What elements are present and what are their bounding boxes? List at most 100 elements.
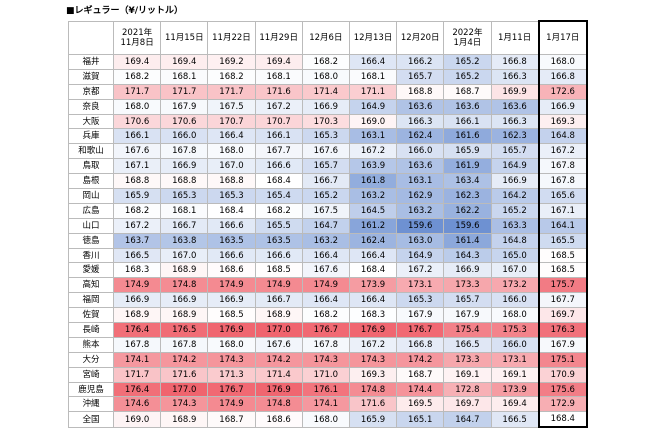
price-cell: 165.0 <box>490 247 540 264</box>
table-row: 熊本 167.8 167.8 168.0 167.6 167.8 167.2 166.8 166… <box>68 336 588 353</box>
region-name: 全国 <box>68 411 114 428</box>
region-name: 香川 <box>68 247 114 264</box>
price-cell: 167.2 <box>254 98 303 115</box>
price-cell: 165.9 <box>112 188 162 204</box>
price-cell: 171.7 <box>112 83 162 100</box>
price-cell: 166.3 <box>490 113 540 130</box>
price-cell: 166.1 <box>254 128 303 145</box>
price-cell: 169.7 <box>443 396 492 413</box>
price-cell: 166.0 <box>490 292 540 309</box>
table-row: 和歌山 167.6 167.8 168.0 167.7 167.6 167.2 166.0 16… <box>68 143 588 160</box>
price-cell: 170.7 <box>254 113 303 130</box>
price-cell: 174.1 <box>112 351 162 368</box>
price-cell: 166.8 <box>396 336 445 353</box>
price-cell: 175.1 <box>537 351 588 368</box>
price-cell: 167.2 <box>112 217 162 234</box>
price-cell: 171.7 <box>160 83 209 100</box>
price-cell: 168.3 <box>348 307 398 324</box>
price-cell: 169.4 <box>112 54 162 70</box>
price-cell: 168.8 <box>207 173 256 190</box>
price-cell: 168.1 <box>254 68 303 85</box>
price-cell: 177.0 <box>160 381 209 398</box>
price-cell: 167.8 <box>160 336 209 353</box>
table-row: 徳島 163.7 163.8 163.5 163.5 163.2 162.4 163.0 161… <box>68 232 588 249</box>
price-cell: 174.8 <box>348 381 398 398</box>
price-cell: 164.1 <box>537 217 588 234</box>
price-cell: 176.7 <box>207 381 256 398</box>
price-cell: 166.7 <box>160 217 209 234</box>
price-cell: 174.3 <box>160 396 209 413</box>
price-cell: 174.1 <box>301 396 350 413</box>
price-cell: 174.3 <box>348 351 398 368</box>
price-cell: 166.9 <box>490 173 540 190</box>
price-cell: 165.3 <box>207 188 256 204</box>
price-cell: 168.9 <box>254 307 303 324</box>
table-row: 滋賀 168.2 168.1 168.2 168.1 168.0 168.1 165.7 165… <box>68 68 588 85</box>
price-cell: 168.4 <box>207 202 256 219</box>
price-cell: 167.0 <box>490 262 540 279</box>
price-cell: 166.5 <box>112 247 162 264</box>
price-cell: 165.2 <box>490 202 540 219</box>
table-row: 福岡 166.9 166.9 166.9 166.7 166.4 166.4 165.3 165… <box>68 292 588 309</box>
price-cell: 169.1 <box>443 366 492 383</box>
price-cell: 167.2 <box>537 143 588 160</box>
price-cell: 165.7 <box>301 158 350 175</box>
price-cell: 166.9 <box>160 292 209 309</box>
price-cell: 164.7 <box>301 217 350 234</box>
price-cell: 167.2 <box>396 262 445 279</box>
price-cell: 164.5 <box>348 202 398 219</box>
price-cell: 166.9 <box>112 292 162 309</box>
price-cell: 163.5 <box>207 232 256 249</box>
price-cell: 168.1 <box>160 202 209 219</box>
header-row: 2021年 11月8日 11月15日 11月22日 11月29日 12月6日 12月13日… <box>68 20 588 55</box>
region-name: 高知 <box>68 277 114 294</box>
column-header: 1月17日 <box>537 20 588 55</box>
price-table: 2021年 11月8日 11月15日 11月22日 11月29日 12月6日 12月13日… <box>68 20 588 429</box>
price-cell: 171.1 <box>348 83 398 100</box>
price-cell: 174.4 <box>396 381 445 398</box>
price-cell: 174.2 <box>396 351 445 368</box>
price-cell: 166.5 <box>490 411 540 428</box>
price-cell: 168.4 <box>348 262 398 279</box>
price-cell: 177.0 <box>254 322 303 338</box>
region-name: 福岡 <box>68 292 114 309</box>
region-name: 大阪 <box>68 113 114 130</box>
price-cell: 169.4 <box>254 54 303 70</box>
price-cell: 169.3 <box>537 113 588 130</box>
price-cell: 166.4 <box>207 128 256 145</box>
price-cell: 163.3 <box>490 217 540 234</box>
price-cell: 168.3 <box>112 262 162 279</box>
price-cell: 168.8 <box>396 83 445 100</box>
table-row: 沖縄 174.6 174.3 174.9 174.8 174.1 171.6 169.5 169… <box>68 396 588 413</box>
price-cell: 168.5 <box>254 262 303 279</box>
price-cell: 169.1 <box>490 366 540 383</box>
price-cell: 168.2 <box>207 68 256 85</box>
price-cell: 170.6 <box>112 113 162 130</box>
price-cell: 176.9 <box>207 322 256 338</box>
region-name: 熊本 <box>68 336 114 353</box>
price-cell: 167.8 <box>301 336 350 353</box>
price-cell: 165.6 <box>537 188 588 204</box>
price-cell: 174.3 <box>207 351 256 368</box>
price-cell: 168.5 <box>537 262 588 279</box>
price-cell: 161.6 <box>443 128 492 145</box>
price-cell: 166.6 <box>207 247 256 264</box>
price-cell: 167.0 <box>160 247 209 264</box>
price-cell: 166.4 <box>348 292 398 309</box>
price-cell: 162.9 <box>396 188 445 204</box>
table-row: 鳥取 167.1 166.9 167.0 166.6 165.7 163.9 163.6 161… <box>68 158 588 175</box>
price-cell: 168.0 <box>301 68 350 85</box>
price-cell: 166.6 <box>254 247 303 264</box>
price-cell: 165.3 <box>396 292 445 309</box>
region-name: 滋賀 <box>68 68 114 85</box>
price-cell: 176.3 <box>537 322 588 338</box>
region-name: 京都 <box>68 83 114 100</box>
price-cell: 163.6 <box>490 98 540 115</box>
price-cell: 161.9 <box>443 158 492 175</box>
price-cell: 169.4 <box>160 54 209 70</box>
price-cell: 174.9 <box>112 277 162 294</box>
region-name: 和歌山 <box>68 143 114 160</box>
region-name: 大分 <box>68 351 114 368</box>
price-cell: 163.6 <box>396 158 445 175</box>
price-cell: 163.4 <box>443 173 492 190</box>
